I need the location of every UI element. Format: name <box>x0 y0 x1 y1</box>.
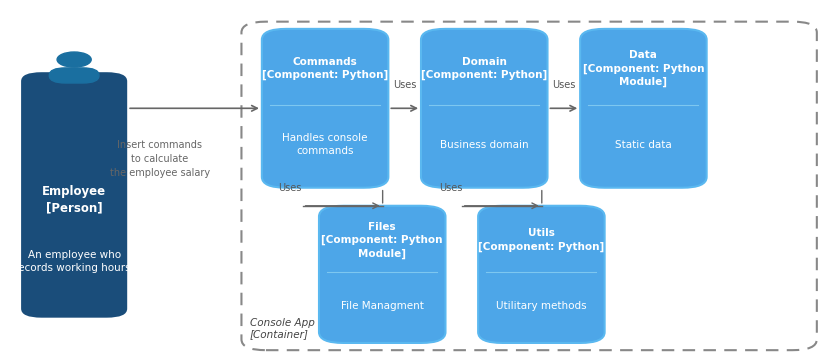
Text: Insert commands
to calculate
the employee salary: Insert commands to calculate the employe… <box>110 140 210 178</box>
Text: Files
[Component: Python
Module]: Files [Component: Python Module] <box>322 222 443 258</box>
Text: Static data: Static data <box>615 140 672 150</box>
Text: Employee
[Person]: Employee [Person] <box>42 185 106 215</box>
Text: Handles console
commands: Handles console commands <box>282 133 368 156</box>
Text: File Managment: File Managment <box>341 301 424 311</box>
Text: Uses: Uses <box>552 81 576 91</box>
Text: Domain
[Component: Python]: Domain [Component: Python] <box>421 57 547 81</box>
Text: Uses: Uses <box>439 183 462 193</box>
FancyBboxPatch shape <box>319 206 446 343</box>
FancyBboxPatch shape <box>242 22 817 350</box>
FancyBboxPatch shape <box>21 72 127 318</box>
Text: Commands
[Component: Python]: Commands [Component: Python] <box>262 57 389 81</box>
FancyBboxPatch shape <box>478 206 605 343</box>
Text: Console App
[Container]: Console App [Container] <box>250 318 314 339</box>
Text: Utils
[Component: Python]: Utils [Component: Python] <box>478 228 605 252</box>
Text: Data
[Component: Python
Module]: Data [Component: Python Module] <box>582 50 705 87</box>
Circle shape <box>57 52 92 67</box>
Text: Business domain: Business domain <box>440 140 529 150</box>
FancyBboxPatch shape <box>50 68 99 83</box>
Text: Uses: Uses <box>278 183 302 193</box>
Text: Utilitary methods: Utilitary methods <box>496 301 587 311</box>
FancyBboxPatch shape <box>580 29 707 188</box>
FancyBboxPatch shape <box>421 29 548 188</box>
Text: An employee who
records working hours.: An employee who records working hours. <box>14 249 134 273</box>
FancyBboxPatch shape <box>262 29 389 188</box>
Text: Uses: Uses <box>393 81 417 91</box>
